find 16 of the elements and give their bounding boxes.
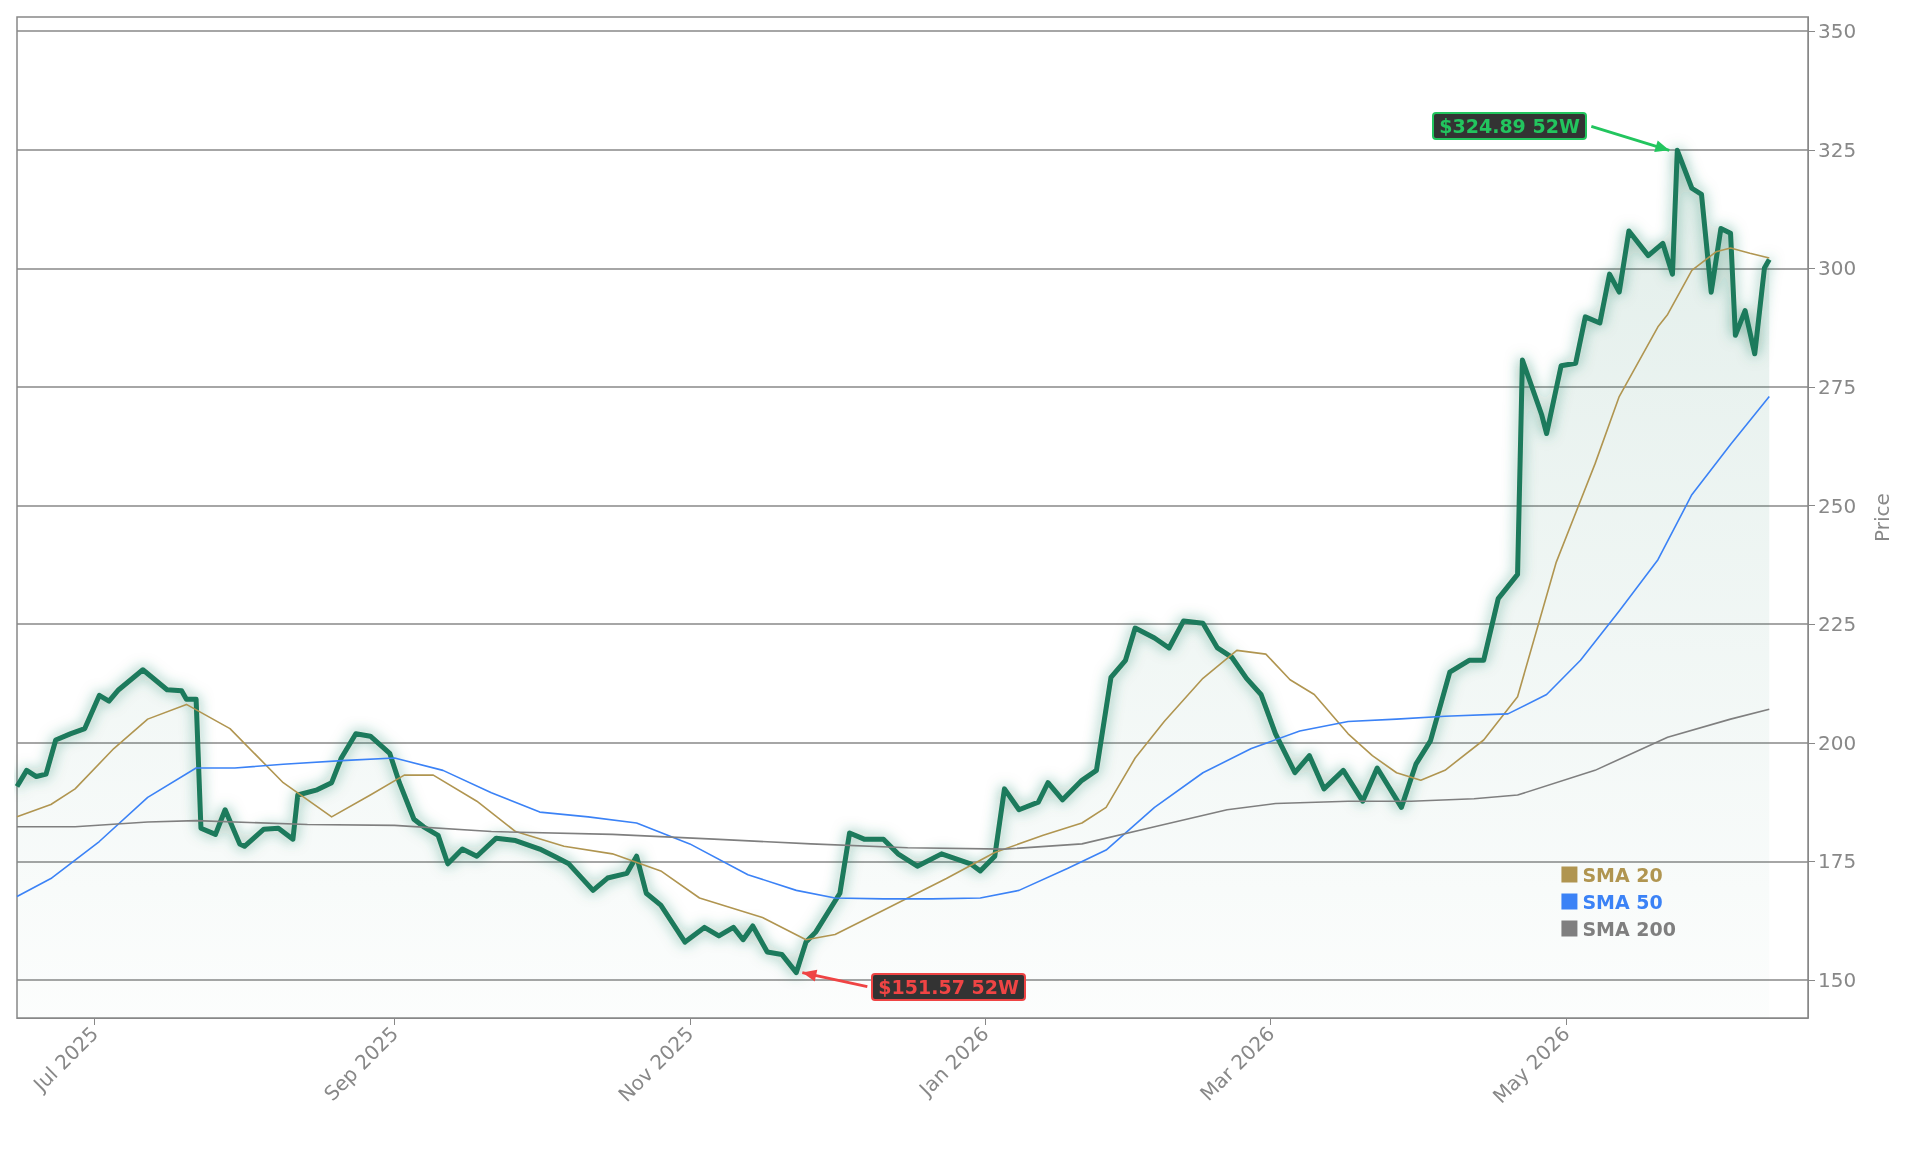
y-tick-label: 350 xyxy=(1818,19,1857,44)
y-tick-label: 150 xyxy=(1818,968,1857,993)
y-axis-title: Price xyxy=(1870,493,1894,542)
y-tick-label: 200 xyxy=(1818,730,1857,755)
y-tick-label: 325 xyxy=(1818,137,1857,162)
line-series xyxy=(16,247,1771,941)
y-tick-label: 225 xyxy=(1818,612,1857,637)
legend-label: SMA 200 xyxy=(1582,917,1677,940)
annotation: $151.57 52W xyxy=(871,972,1026,1001)
y-tick-label: 275 xyxy=(1818,375,1857,400)
annotation: $324.89 52W xyxy=(1432,112,1587,141)
legend-label: SMA 50 xyxy=(1582,890,1663,913)
y-tick-label: 300 xyxy=(1818,256,1857,281)
y-tick-label: 175 xyxy=(1818,849,1857,874)
y-tick-label: 250 xyxy=(1818,493,1857,518)
legend-label: SMA 20 xyxy=(1582,863,1663,886)
